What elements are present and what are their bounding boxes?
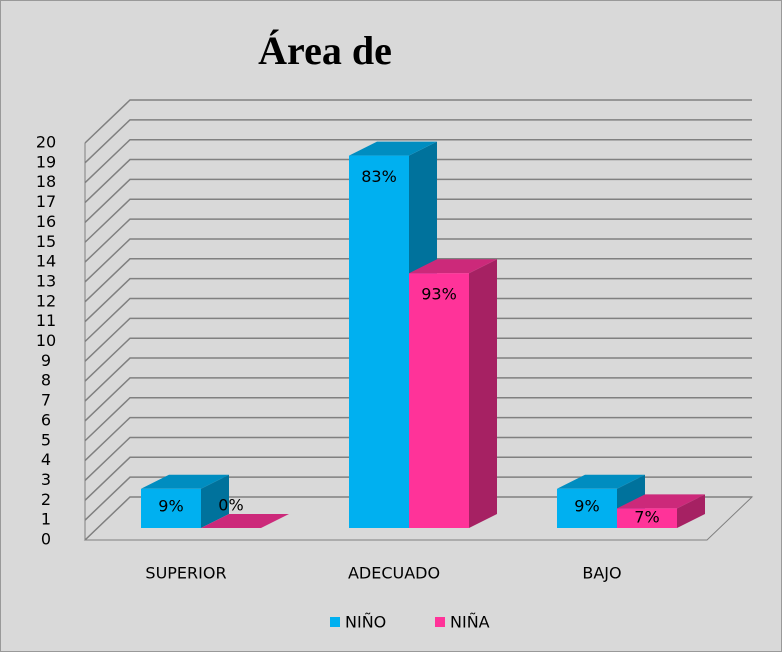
- bar: [409, 273, 469, 528]
- bar-top: [201, 514, 289, 528]
- legend-label: NIÑO: [345, 613, 386, 632]
- grid-line: [84, 258, 752, 303]
- grid-line: [84, 436, 752, 481]
- grid-line: [84, 496, 752, 541]
- y-tick-label: 0: [41, 530, 51, 549]
- y-tick-label: 8: [41, 371, 51, 390]
- grid-line: [84, 138, 752, 184]
- bar-side: [201, 474, 229, 528]
- grid-line: [84, 397, 752, 442]
- grid-line: [84, 277, 752, 323]
- bar: [141, 488, 201, 528]
- y-tick-label: 11: [36, 311, 56, 330]
- y-tick-label: 19: [36, 152, 56, 171]
- y-tick-label: 18: [36, 172, 56, 191]
- grid-line: [84, 158, 752, 204]
- y-tick-label: 9: [41, 351, 51, 370]
- bar: [557, 488, 617, 528]
- data-label: 9%: [158, 496, 183, 515]
- data-label: 83%: [361, 167, 397, 186]
- data-label: 93%: [421, 285, 457, 304]
- chart-title: Área de: [258, 28, 392, 73]
- legend-swatch: [330, 617, 340, 627]
- grid-line: [84, 178, 752, 223]
- grid-line: [84, 238, 752, 283]
- grid-line: [84, 99, 752, 144]
- bar-top: [617, 494, 705, 509]
- data-label: 9%: [574, 496, 599, 515]
- y-tick-label: 17: [36, 192, 56, 211]
- legend-label: NIÑA: [450, 613, 490, 632]
- x-tick-label: BAJO: [582, 564, 621, 583]
- y-tick-label: 2: [41, 490, 51, 509]
- grid-line: [84, 317, 752, 362]
- x-tick-label: SUPERIOR: [145, 564, 226, 583]
- grid-line: [84, 218, 752, 263]
- bar-top: [557, 474, 645, 489]
- grid-line: [84, 377, 752, 422]
- y-tick-label: 20: [36, 133, 56, 152]
- bar-top: [141, 474, 229, 489]
- bar: [617, 508, 677, 528]
- y-tick-label: 14: [36, 252, 56, 271]
- y-tick-label: 3: [41, 470, 51, 489]
- legend-swatch: [435, 617, 445, 627]
- y-tick-label: 5: [41, 430, 51, 449]
- bar-top: [409, 259, 497, 274]
- data-label: 0%: [218, 496, 243, 515]
- grid-line: [84, 456, 752, 501]
- y-tick-label: 1: [41, 510, 51, 529]
- y-tick-label: 12: [36, 291, 56, 310]
- grid-line: [84, 119, 752, 164]
- bar-side: [677, 494, 705, 528]
- grid-line: [84, 337, 752, 382]
- grid-line: [84, 198, 752, 243]
- y-tick-label: 6: [41, 410, 51, 429]
- y-tick-label: 15: [36, 232, 56, 251]
- bar: [349, 155, 409, 528]
- bar-side: [469, 259, 497, 528]
- y-tick-label: 16: [36, 212, 56, 231]
- x-tick-label: ADECUADO: [348, 564, 440, 583]
- y-tick-label: 4: [41, 450, 51, 469]
- bar-top: [349, 141, 437, 156]
- y-tick-label: 13: [36, 271, 56, 290]
- grid-line: [84, 297, 752, 343]
- y-tick-label: 10: [36, 331, 56, 350]
- y-tick-label: 7: [41, 391, 51, 410]
- grid-line: [84, 357, 752, 402]
- grid-line: [84, 416, 752, 462]
- grid-line: [84, 476, 752, 521]
- data-label: 7%: [634, 508, 659, 527]
